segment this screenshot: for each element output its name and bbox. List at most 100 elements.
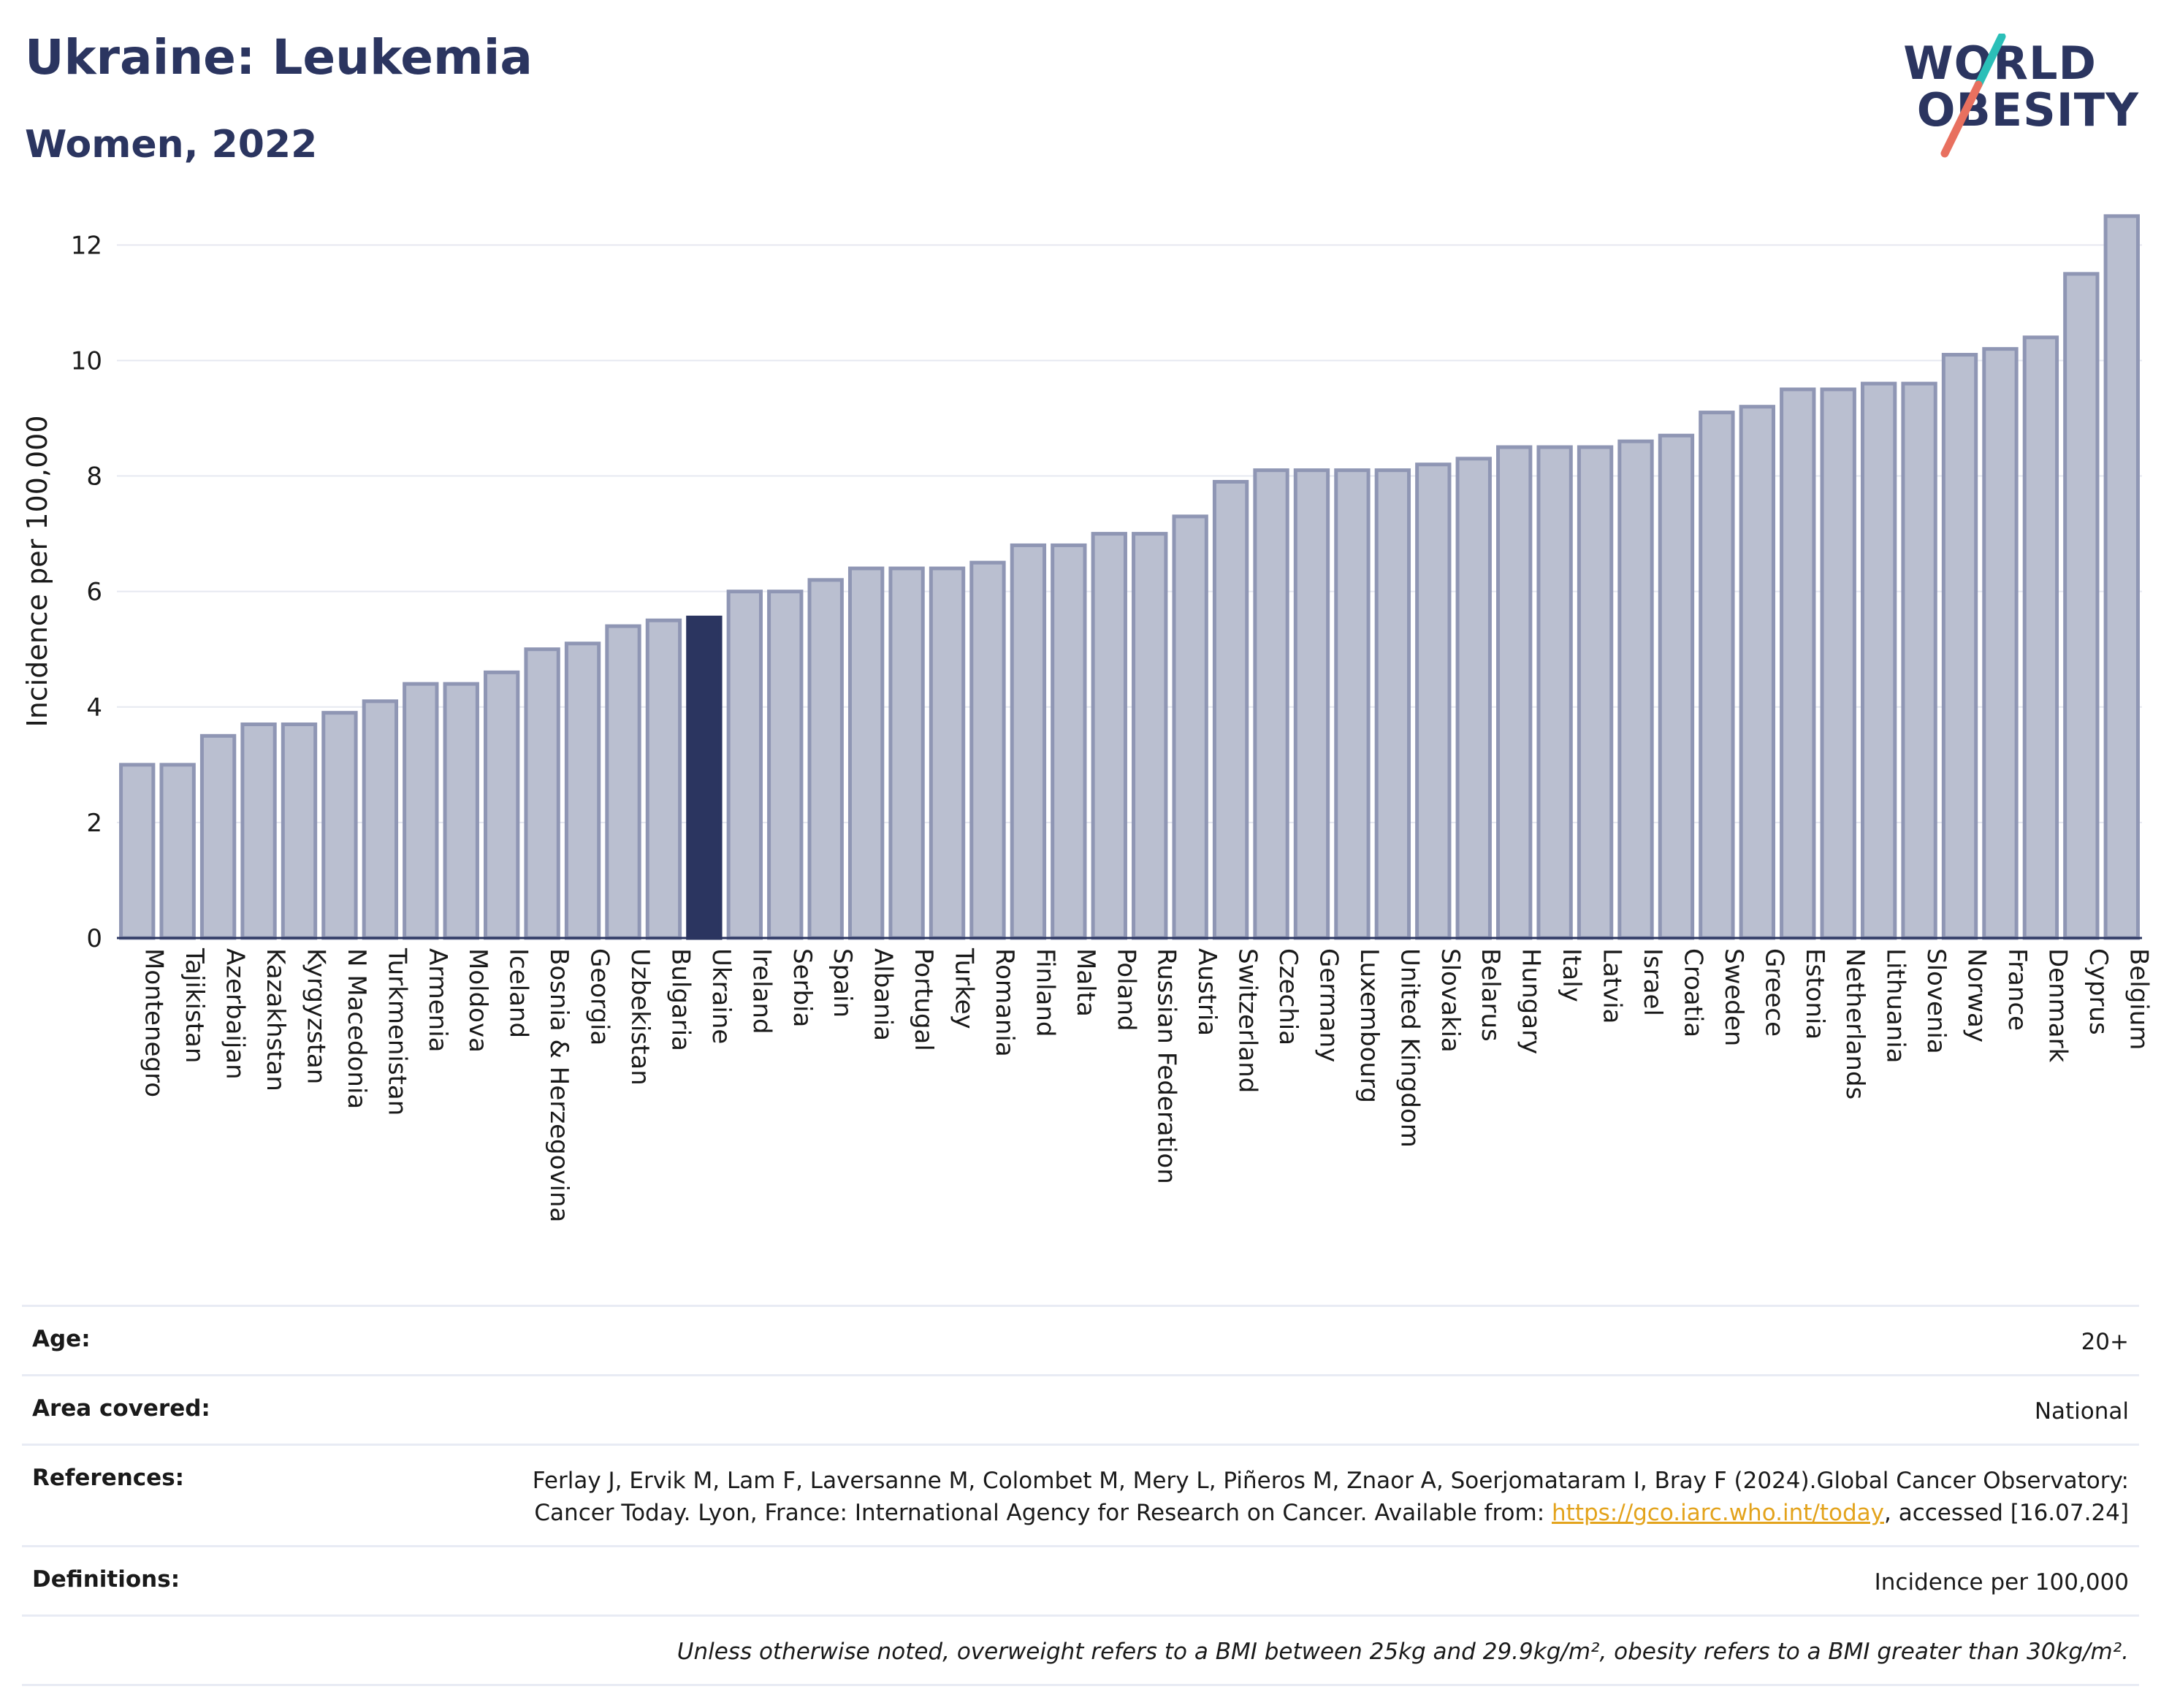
bar-italy[interactable] [1536,445,1573,940]
y-tick-label: 0 [86,924,102,953]
x-tick-label: Luxembourg [1354,948,1384,1103]
x-tick-label: Norway [1962,948,1992,1042]
y-tick-label: 6 [86,578,102,607]
bar-belarus[interactable] [1455,457,1492,940]
bar-ireland[interactable] [726,590,763,940]
logo-text-obesity: OBESITY [1916,83,2139,137]
definitions-value: Incidence per 100,000 [1874,1569,2129,1596]
bar-spain[interactable] [807,578,844,940]
references-link[interactable]: https://gco.iarc.who.int/today [1552,1500,1884,1527]
info-row-age: Age: 20+ [22,1305,2139,1374]
logo-slash-icon [1940,34,2006,158]
x-tick-label: Iceland [504,948,533,1038]
x-tick-label: Malta [1071,948,1100,1017]
bar-bulgaria[interactable] [645,618,682,940]
info-row-area: Area covered: National [22,1374,2139,1444]
bar-lithuania[interactable] [1860,381,1897,940]
bar-austria[interactable] [1172,514,1208,940]
x-tick-label: Austria [1192,948,1221,1036]
x-tick-label: Ukraine [706,948,736,1044]
bar-n-macedonia[interactable] [321,711,358,940]
bar-malta[interactable] [1051,543,1087,940]
x-tick-label: Portugal [909,948,938,1051]
x-tick-label: Belarus [1476,948,1505,1042]
bar-georgia[interactable] [564,641,601,940]
bar-estonia[interactable] [1780,387,1816,940]
page-title: Ukraine: Leukemia [25,29,533,85]
area-value: National [2034,1398,2129,1425]
bar-netherlands[interactable] [1820,387,1856,940]
page-subtitle: Women, 2022 [25,123,318,167]
x-tick-label: Greece [1759,948,1788,1037]
bar-united-kingdom[interactable] [1374,468,1411,940]
x-tick-label: Poland [1111,948,1140,1032]
bar-serbia[interactable] [767,590,804,940]
bar-azerbaijan[interactable] [199,733,237,940]
bar-sweden[interactable] [1699,411,1735,940]
x-tick-label: Albania [869,948,898,1041]
bar-turkmenistan[interactable] [362,699,399,940]
x-tick-label: Czechia [1273,948,1303,1045]
x-tick-label: Bulgaria [666,948,695,1051]
bar-israel[interactable] [1617,439,1654,940]
bar-luxembourg[interactable] [1334,468,1371,940]
bar-tajikistan[interactable] [159,763,196,940]
bar-denmark[interactable] [2022,335,2059,940]
bar-germany[interactable] [1293,468,1330,940]
area-label: Area covered: [32,1395,210,1422]
x-tick-label: Cyprus [2084,948,2113,1035]
x-tick-label: Azerbaijan [221,948,250,1080]
age-value: 20+ [2081,1329,2129,1355]
bar-croatia[interactable] [1658,433,1695,940]
y-tick-label: 12 [71,231,102,260]
x-tick-label: Turkmenistan [382,948,411,1116]
bar-greece[interactable] [1739,405,1775,940]
bar-russian-federation[interactable] [1132,532,1168,940]
bar-portugal[interactable] [888,566,925,940]
x-tick-label: Finland [1030,948,1059,1037]
x-tick-label: Slovenia [1921,948,1951,1054]
bar-hungary[interactable] [1496,445,1533,940]
axes: 0 2 4 6 8 10 12 Montenegro Tajikistan Azerbaijan K… [71,231,2154,1222]
bar-kazakhstan[interactable] [240,722,277,940]
info-table: Age: 20+ Area covered: National Referenc… [22,1305,2139,1687]
bars [119,214,2140,940]
x-tick-label: Romania [990,948,1019,1057]
references-label: References: [32,1465,185,1492]
bar-armenia[interactable] [403,682,439,940]
bar-latvia[interactable] [1577,445,1614,940]
x-tick-label: Germany [1314,948,1343,1062]
bar-france[interactable] [1982,347,2019,940]
bar-kyrgyzstan[interactable] [281,722,318,940]
x-tick-label: Netherlands [1840,948,1870,1099]
references-suffix: , accessed [16.07.24] [1883,1500,2129,1527]
x-tick-label: Georgia [585,948,614,1045]
bar-montenegro[interactable] [119,763,156,940]
bar-iceland[interactable] [484,670,520,940]
bar-cyprus[interactable] [2063,272,2100,940]
x-tick-label: Israel [1638,948,1667,1016]
bar-uzbekistan[interactable] [605,624,641,940]
x-tick-label: Ireland [747,948,776,1034]
bar-czechia[interactable] [1253,468,1289,940]
x-tick-label: Hungary [1517,948,1546,1054]
bar-bosnia-herzegovina[interactable] [524,647,560,940]
info-row-definitions: Definitions: Incidence per 100,000 [22,1545,2139,1614]
bar-slovakia[interactable] [1415,462,1452,940]
bar-norway[interactable] [1941,353,1978,940]
bar-romania[interactable] [969,560,1006,940]
bar-moldova[interactable] [443,682,479,940]
bar-albania[interactable] [847,566,885,940]
definitions-label: Definitions: [32,1566,180,1593]
world-obesity-logo: WORLD OBESITY [1898,34,2139,158]
bar-ukraine[interactable] [686,615,723,940]
bar-poland[interactable] [1091,532,1127,940]
bar-slovenia[interactable] [1901,381,1937,940]
bar-switzerland[interactable] [1212,479,1249,940]
bar-turkey[interactable] [929,566,966,940]
bar-belgium[interactable] [2103,214,2140,940]
x-tick-label: N Macedonia [342,948,371,1109]
x-tick-label: Lithuania [1881,948,1910,1063]
x-tick-label: Uzbekistan [625,948,655,1086]
bar-finland[interactable] [1010,543,1047,940]
